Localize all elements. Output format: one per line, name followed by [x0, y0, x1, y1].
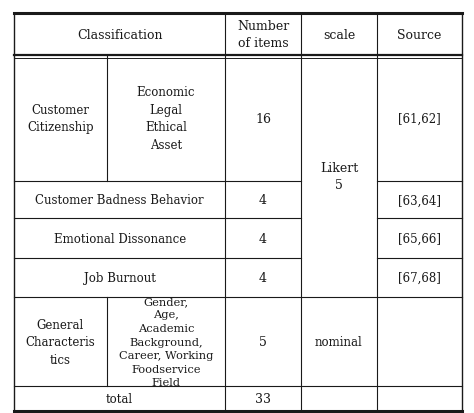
Text: Number
of items: Number of items	[237, 20, 289, 50]
Text: [61,62]: [61,62]	[398, 112, 441, 125]
Text: Customer
Citizenship: Customer Citizenship	[27, 104, 94, 134]
Text: [63,64]: [63,64]	[398, 194, 441, 207]
Text: Emotional Dissonance: Emotional Dissonance	[54, 232, 186, 245]
Text: Economic
Legal
Ethical
Asset: Economic Legal Ethical Asset	[137, 86, 195, 152]
Text: nominal: nominal	[315, 335, 363, 348]
Text: Classification: Classification	[77, 28, 163, 42]
Text: [65,66]: [65,66]	[398, 232, 441, 245]
Text: 4: 4	[259, 194, 267, 207]
Text: 16: 16	[255, 112, 271, 125]
Text: [67,68]: [67,68]	[398, 271, 441, 284]
Text: scale: scale	[323, 28, 355, 42]
Text: 4: 4	[259, 271, 267, 284]
Text: General
Characteris
tics: General Characteris tics	[26, 318, 95, 366]
Text: total: total	[106, 392, 133, 405]
Text: Source: Source	[397, 28, 442, 42]
Text: 4: 4	[259, 232, 267, 245]
Text: Likert
5: Likert 5	[320, 161, 358, 192]
Text: Customer Badness Behavior: Customer Badness Behavior	[36, 194, 204, 207]
Text: Gender,
Age,
Academic
Background,
Career, Working
Foodservice
Field: Gender, Age, Academic Background, Career…	[118, 296, 213, 387]
Text: 5: 5	[259, 335, 267, 348]
Text: 33: 33	[255, 392, 271, 405]
Text: Job Burnout: Job Burnout	[84, 271, 155, 284]
